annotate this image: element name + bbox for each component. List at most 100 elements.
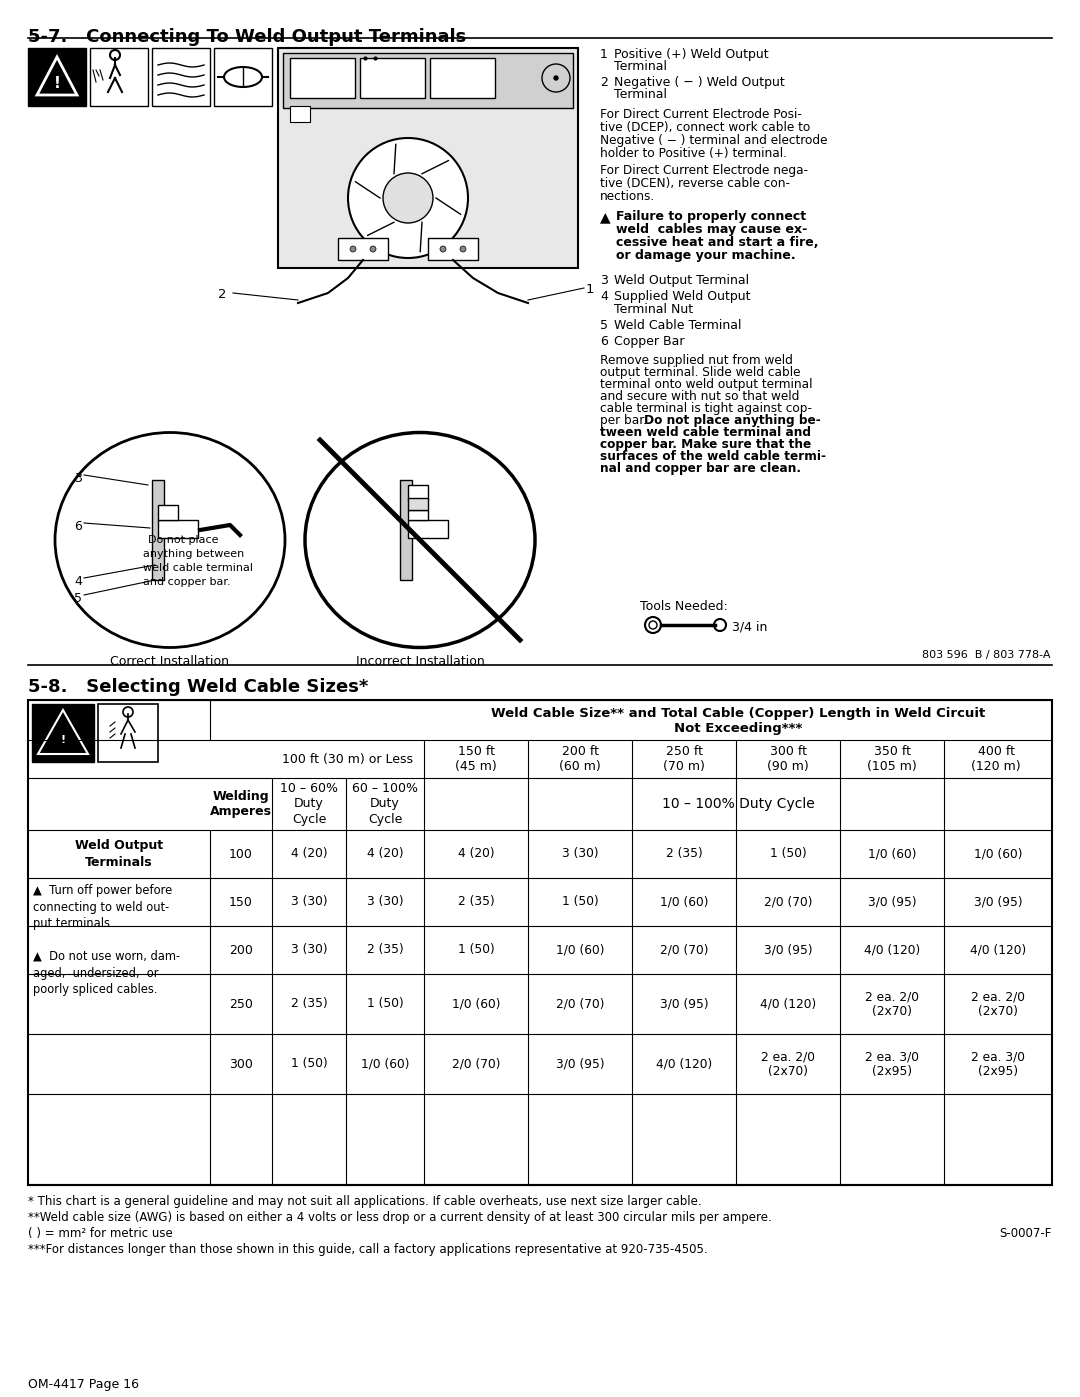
Text: 2: 2 <box>218 288 227 300</box>
Bar <box>283 53 573 108</box>
Text: tween weld cable terminal and: tween weld cable terminal and <box>600 426 811 439</box>
Text: 1 (50): 1 (50) <box>770 848 807 861</box>
Text: 2: 2 <box>600 75 608 89</box>
Circle shape <box>350 246 356 251</box>
Text: 2/0 (70): 2/0 (70) <box>451 1058 500 1070</box>
Text: 4/0 (120): 4/0 (120) <box>970 943 1026 957</box>
Bar <box>28 47 86 106</box>
Bar <box>291 106 310 122</box>
Text: 4 (20): 4 (20) <box>367 848 403 861</box>
Text: 3 (30): 3 (30) <box>367 895 403 908</box>
Text: 1 (50): 1 (50) <box>291 1058 327 1070</box>
Text: Copper Bar: Copper Bar <box>615 335 685 348</box>
Text: !: ! <box>60 735 66 745</box>
Text: 2/0 (70): 2/0 (70) <box>764 895 812 908</box>
Text: Weld Cable Size** and Total Cable (Copper) Length in Weld Circuit: Weld Cable Size** and Total Cable (Coppe… <box>491 707 985 719</box>
Text: 200 ft
(60 m): 200 ft (60 m) <box>559 745 600 773</box>
Text: For Direct Current Electrode nega-: For Direct Current Electrode nega- <box>600 163 808 177</box>
Text: 1/0 (60): 1/0 (60) <box>361 1058 409 1070</box>
Text: 1/0 (60): 1/0 (60) <box>660 895 708 908</box>
Text: 803 596  B / 803 778-A: 803 596 B / 803 778-A <box>921 650 1050 659</box>
Text: 2 (35): 2 (35) <box>291 997 327 1010</box>
Text: 200: 200 <box>229 943 253 957</box>
Text: 4/0 (120): 4/0 (120) <box>656 1058 712 1070</box>
Text: 2 ea. 2/0
(2x70): 2 ea. 2/0 (2x70) <box>761 1051 815 1078</box>
Text: 1 (50): 1 (50) <box>458 943 495 957</box>
Text: 350 ft
(105 m): 350 ft (105 m) <box>867 745 917 773</box>
Text: and secure with nut so that weld: and secure with nut so that weld <box>600 390 799 402</box>
Text: 5-7.   Connecting To Weld Output Terminals: 5-7. Connecting To Weld Output Terminals <box>28 28 467 46</box>
Text: 2 (35): 2 (35) <box>665 848 702 861</box>
Text: 1/0 (60): 1/0 (60) <box>974 848 1023 861</box>
Bar <box>408 520 448 538</box>
Text: tive (DCEP), connect work cable to: tive (DCEP), connect work cable to <box>600 122 810 134</box>
Text: 60 – 100%
Duty
Cycle: 60 – 100% Duty Cycle <box>352 782 418 826</box>
Text: or damage your machine.: or damage your machine. <box>616 249 796 263</box>
Text: ( ) = mm² for metric use: ( ) = mm² for metric use <box>28 1227 173 1241</box>
Text: cessive heat and start a fire,: cessive heat and start a fire, <box>616 236 819 249</box>
Text: 6: 6 <box>75 520 82 534</box>
Bar <box>28 700 1052 1185</box>
Text: * This chart is a general guideline and may not suit all applications. If cable : * This chart is a general guideline and … <box>28 1194 702 1208</box>
Text: Weld Output
Terminals: Weld Output Terminals <box>75 840 163 869</box>
Bar <box>214 47 272 106</box>
Text: weld  cables may cause ex-: weld cables may cause ex- <box>616 224 807 236</box>
Text: 150 ft
(45 m): 150 ft (45 m) <box>455 745 497 773</box>
Text: 250 ft
(70 m): 250 ft (70 m) <box>663 745 705 773</box>
Text: 400 ft
(120 m): 400 ft (120 m) <box>971 745 1021 773</box>
Text: 2 (35): 2 (35) <box>366 943 403 957</box>
Text: 1 (50): 1 (50) <box>366 997 403 1010</box>
Text: 10 – 100% Duty Cycle: 10 – 100% Duty Cycle <box>662 798 814 812</box>
Text: 4/0 (120): 4/0 (120) <box>760 997 816 1010</box>
Text: 300 ft
(90 m): 300 ft (90 m) <box>767 745 809 773</box>
Circle shape <box>460 246 465 251</box>
Text: Negative ( − ) Weld Output: Negative ( − ) Weld Output <box>615 75 785 89</box>
Text: OM-4417 Page 16: OM-4417 Page 16 <box>28 1377 139 1391</box>
Bar <box>408 510 428 520</box>
Text: tive (DCEN), reverse cable con-: tive (DCEN), reverse cable con- <box>600 177 789 190</box>
Text: 5: 5 <box>75 592 82 605</box>
Text: 6: 6 <box>600 335 608 348</box>
Text: 3: 3 <box>75 472 82 485</box>
Text: Failure to properly connect: Failure to properly connect <box>616 210 806 224</box>
Text: Welding
Amperes: Welding Amperes <box>210 789 272 819</box>
Text: Terminal: Terminal <box>615 88 667 101</box>
Ellipse shape <box>55 433 285 647</box>
Text: 2/0 (70): 2/0 (70) <box>660 943 708 957</box>
Text: 3/0 (95): 3/0 (95) <box>660 997 708 1010</box>
Text: and copper bar.: and copper bar. <box>143 577 231 587</box>
Text: Terminal: Terminal <box>615 60 667 73</box>
Text: nal and copper bar are clean.: nal and copper bar are clean. <box>600 462 801 475</box>
Text: 5-8.   Selecting Weld Cable Sizes*: 5-8. Selecting Weld Cable Sizes* <box>28 678 368 696</box>
Circle shape <box>542 64 570 92</box>
Text: 5: 5 <box>600 319 608 332</box>
Text: S-0007-F: S-0007-F <box>1000 1227 1052 1241</box>
Bar <box>291 59 355 98</box>
Text: terminal onto weld output terminal: terminal onto weld output terminal <box>600 379 812 391</box>
Text: Do not place: Do not place <box>148 535 218 545</box>
Text: !: ! <box>54 75 60 91</box>
Text: 10 – 60%
Duty
Cycle: 10 – 60% Duty Cycle <box>280 782 338 826</box>
Text: 1/0 (60): 1/0 (60) <box>556 943 604 957</box>
Text: weld cable terminal: weld cable terminal <box>143 563 253 573</box>
Text: 2 (35): 2 (35) <box>458 895 495 908</box>
Text: Not Exceeding***: Not Exceeding*** <box>674 722 802 735</box>
Bar <box>400 481 411 580</box>
Text: 3 (30): 3 (30) <box>562 848 598 861</box>
Text: ▲: ▲ <box>600 210 610 224</box>
Text: Incorrect Installation: Incorrect Installation <box>355 655 484 668</box>
Circle shape <box>348 138 468 258</box>
Text: 2 ea. 2/0
(2x70): 2 ea. 2/0 (2x70) <box>865 990 919 1018</box>
Text: Terminal Nut: Terminal Nut <box>615 303 693 316</box>
Text: 250: 250 <box>229 997 253 1010</box>
Text: Weld Cable Terminal: Weld Cable Terminal <box>615 319 742 332</box>
Text: 3/0 (95): 3/0 (95) <box>764 943 812 957</box>
Text: ***For distances longer than those shown in this guide, call a factory applicati: ***For distances longer than those shown… <box>28 1243 707 1256</box>
Text: cable terminal is tight against cop-: cable terminal is tight against cop- <box>600 402 812 415</box>
Text: Tools Needed:: Tools Needed: <box>640 599 728 613</box>
Text: 1: 1 <box>586 284 594 296</box>
Bar <box>428 237 478 260</box>
Text: per bar.: per bar. <box>600 414 651 427</box>
Text: Remove supplied nut from weld: Remove supplied nut from weld <box>600 353 793 367</box>
Text: output terminal. Slide weld cable: output terminal. Slide weld cable <box>600 366 800 379</box>
